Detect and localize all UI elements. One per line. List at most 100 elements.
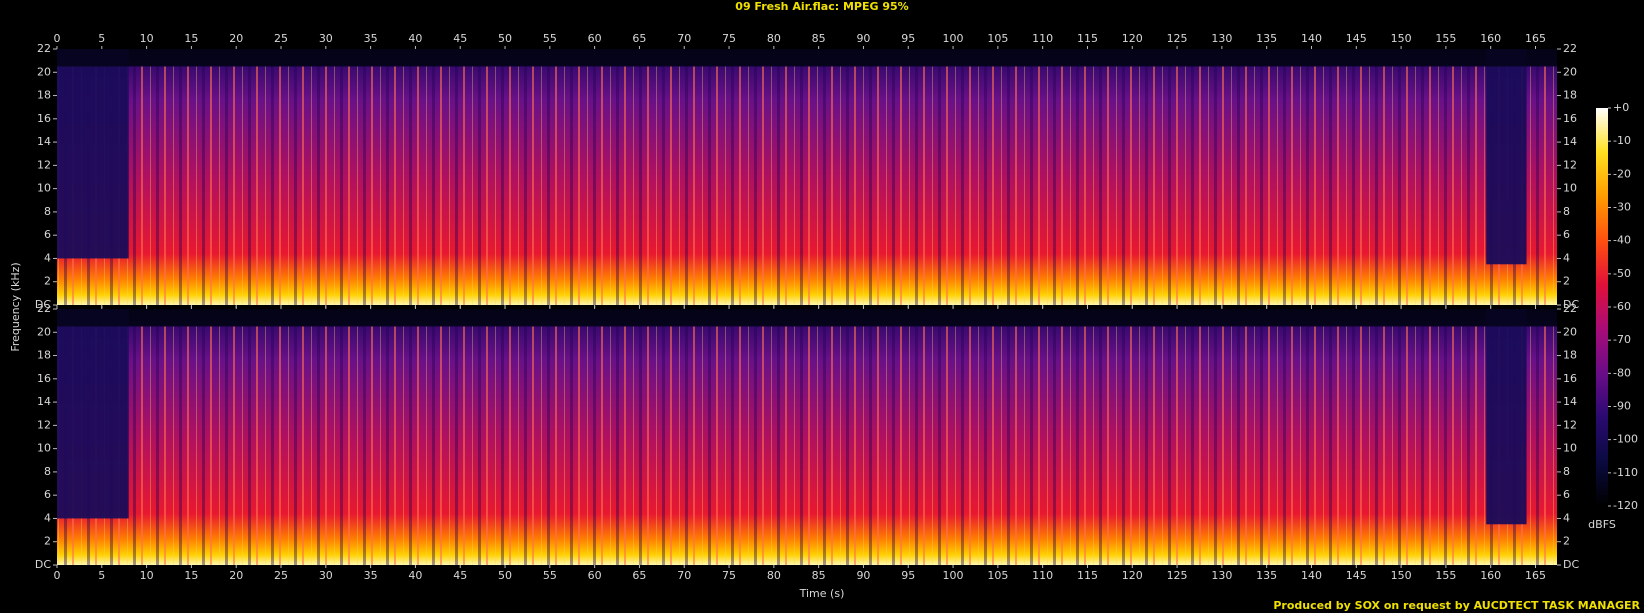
y-tick-label: 8 [44,465,51,478]
colorbar-tick-label: -40 [1613,234,1631,247]
y-tick-label: 16 [37,372,51,385]
y-tick-label: 6 [1563,228,1570,241]
y-tick-label: 16 [1563,112,1577,125]
quiet-region [57,49,129,259]
x-tick-label: 125 [1167,32,1188,45]
y-tick-label: 20 [37,325,51,338]
quiet-region [1486,49,1527,265]
x-tick-label: 80 [767,32,781,45]
y-tick-label: DC [35,298,51,311]
x-tick-label: 25 [274,32,288,45]
x-tick-label: 165 [1525,32,1546,45]
x-tick-label: 115 [1077,32,1098,45]
y-tick-label: 4 [1563,511,1570,524]
x-tick-label: 105 [987,32,1008,45]
x-tick-label: 105 [987,569,1008,582]
x-tick-label: 0 [54,569,61,582]
x-tick-label: 85 [812,32,826,45]
top-band [57,309,1557,327]
y-tick-label: 2 [44,275,51,288]
x-tick-label: 95 [901,32,915,45]
x-tick-label: 90 [856,569,870,582]
x-tick-label: 140 [1301,32,1322,45]
x-tick-label: 155 [1435,32,1456,45]
x-tick-label: 130 [1211,569,1232,582]
y-tick-label: DC [1563,298,1579,311]
y-tick-label: 8 [1563,465,1570,478]
credit: Produced by SOX on request by AUCDTECT T… [1273,599,1640,612]
y-tick-label: 16 [37,112,51,125]
x-tick-label: 135 [1256,32,1277,45]
y-tick-label: 2 [1563,275,1570,288]
y-tick-label: 6 [1563,488,1570,501]
x-tick-label: 120 [1122,32,1143,45]
x-tick-label: 160 [1480,569,1501,582]
x-tick-label: 55 [543,569,557,582]
y-tick-label: DC [1563,558,1579,571]
x-tick-label: 55 [543,32,557,45]
x-tick-label: 125 [1167,569,1188,582]
y-tick-label: 12 [1563,418,1577,431]
x-tick-label: 20 [229,32,243,45]
y-tick-label: 22 [1563,42,1577,55]
colorbar-tick-label: -70 [1613,333,1631,346]
x-tick-label: 25 [274,569,288,582]
y-tick-label: 12 [37,418,51,431]
x-tick-label: 110 [1032,32,1053,45]
x-tick-label: 90 [856,32,870,45]
x-tick-label: 115 [1077,569,1098,582]
y-tick-label: 20 [1563,325,1577,338]
colorbar-tick-label: -10 [1613,134,1631,147]
y-tick-label: 2 [44,535,51,548]
x-tick-label: 60 [588,32,602,45]
y-tick-label: 14 [37,395,51,408]
y-tick-label: 10 [1563,182,1577,195]
top-band [57,49,1557,67]
y-tick-label: 22 [37,302,51,315]
y-tick-label: 12 [1563,158,1577,171]
x-tick-label: 50 [498,569,512,582]
colorbar-tick-label: -120 [1613,499,1638,512]
y-tick-label: 10 [37,442,51,455]
colorbar [1596,108,1608,506]
y-tick-label: DC [35,558,51,571]
colorbar-tick-label: -90 [1613,400,1631,413]
chart-title: 09 Fresh Air.flac: MPEG 95% [735,0,908,13]
x-axis-label: Time (s) [799,587,845,600]
y-tick-label: 18 [37,349,51,362]
x-tick-label: 160 [1480,32,1501,45]
y-tick-label: 16 [1563,372,1577,385]
x-tick-label: 60 [588,569,602,582]
y-tick-label: 18 [1563,89,1577,102]
x-tick-label: 40 [408,32,422,45]
x-tick-label: 65 [632,569,646,582]
y-tick-label: 14 [1563,135,1577,148]
x-tick-label: 45 [453,569,467,582]
colorbar-tick-label: -100 [1613,433,1638,446]
y-axis-label: Frequency (kHz) [9,262,22,351]
x-tick-label: 20 [229,569,243,582]
y-tick-label: 22 [1563,302,1577,315]
y-tick-label: 10 [37,182,51,195]
colorbar-tick-label: -60 [1613,300,1631,313]
x-tick-label: 15 [184,32,198,45]
y-tick-label: 8 [1563,205,1570,218]
x-tick-label: 110 [1032,569,1053,582]
x-tick-label: 70 [677,569,691,582]
x-tick-label: 145 [1346,569,1367,582]
colorbar-tick-label: +0 [1613,101,1629,114]
x-tick-label: 30 [319,569,333,582]
x-tick-label: 30 [319,32,333,45]
colorbar-tick-label: -20 [1613,167,1631,180]
x-tick-label: 75 [722,569,736,582]
y-tick-label: 6 [44,488,51,501]
x-tick-label: 5 [98,569,105,582]
x-tick-label: 155 [1435,569,1456,582]
x-tick-label: 75 [722,32,736,45]
x-tick-label: 35 [364,32,378,45]
colorbar-tick-label: -110 [1613,466,1638,479]
spectrogram-texture [57,66,1557,305]
colorbar-tick-label: -80 [1613,366,1631,379]
colorbar-tick-label: -30 [1613,201,1631,214]
x-tick-label: 135 [1256,569,1277,582]
